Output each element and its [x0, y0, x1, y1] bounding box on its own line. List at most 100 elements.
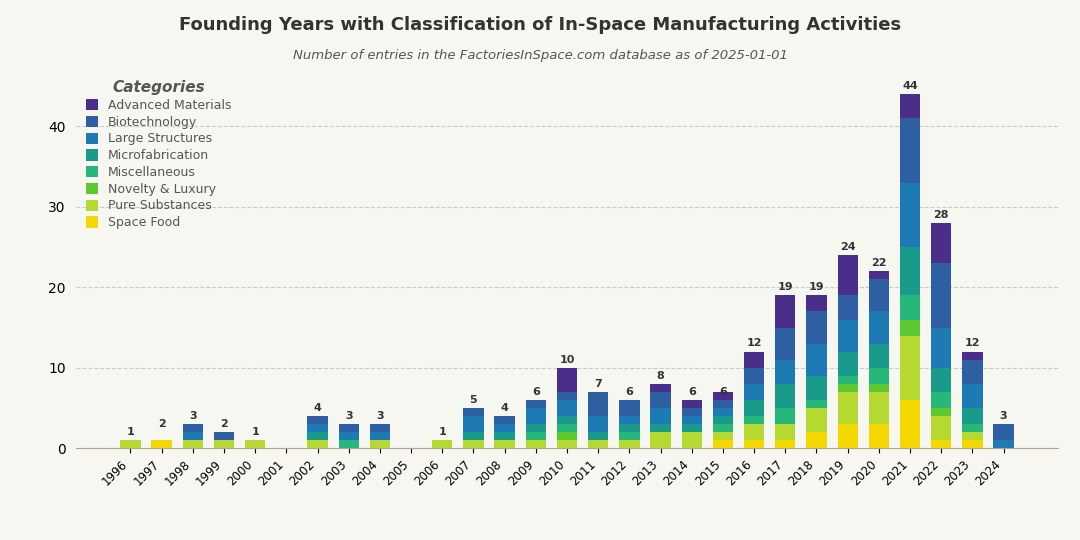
Text: 3: 3 [189, 411, 197, 421]
Bar [495, 416, 515, 424]
Bar [619, 424, 639, 432]
Bar [588, 432, 608, 440]
Bar [868, 384, 889, 392]
Bar [713, 424, 733, 432]
Bar [369, 424, 390, 432]
Bar [744, 424, 765, 440]
Text: 19: 19 [778, 282, 793, 292]
Bar [495, 432, 515, 440]
Bar [931, 223, 951, 263]
Text: 3: 3 [376, 411, 383, 421]
Text: 12: 12 [746, 339, 761, 348]
Text: 2: 2 [220, 419, 228, 429]
Bar [931, 328, 951, 368]
Bar [650, 424, 671, 432]
Bar [463, 440, 484, 448]
Bar [557, 440, 577, 448]
Bar [338, 440, 359, 448]
Bar [557, 368, 577, 392]
Text: Number of entries in the FactoriesInSpace.com database as of 2025-01-01: Number of entries in the FactoriesInSpac… [293, 49, 787, 62]
Bar [837, 392, 858, 424]
Bar [900, 335, 920, 400]
Text: 44: 44 [902, 81, 918, 91]
Bar [650, 408, 671, 424]
Bar [183, 432, 203, 440]
Text: 1: 1 [126, 427, 134, 437]
Bar [962, 440, 983, 448]
Bar [868, 271, 889, 279]
Bar [994, 424, 1014, 440]
Bar [744, 400, 765, 416]
Bar [526, 408, 546, 424]
Bar [463, 416, 484, 432]
Text: Founding Years with Classification of In-Space Manufacturing Activities: Founding Years with Classification of In… [179, 16, 901, 34]
Bar [837, 295, 858, 320]
Bar [495, 440, 515, 448]
Legend: Advanced Materials, Biotechnology, Large Structures, Microfabrication, Miscellan: Advanced Materials, Biotechnology, Large… [82, 77, 235, 233]
Bar [931, 392, 951, 408]
Bar [962, 424, 983, 432]
Bar [619, 400, 639, 416]
Text: 2: 2 [158, 419, 165, 429]
Text: 8: 8 [657, 370, 664, 381]
Bar [526, 432, 546, 440]
Bar [868, 368, 889, 384]
Bar [807, 400, 826, 408]
Bar [432, 440, 453, 448]
Bar [681, 424, 702, 432]
Bar [807, 343, 826, 376]
Text: 3: 3 [345, 411, 352, 421]
Bar [931, 440, 951, 448]
Bar [557, 392, 577, 400]
Bar [588, 392, 608, 416]
Bar [713, 408, 733, 416]
Bar [900, 247, 920, 295]
Bar [713, 416, 733, 424]
Bar [588, 416, 608, 432]
Bar [308, 440, 327, 448]
Bar [807, 408, 826, 432]
Bar [837, 376, 858, 384]
Bar [338, 424, 359, 432]
Bar [588, 440, 608, 448]
Bar [962, 360, 983, 384]
Bar [900, 94, 920, 118]
Bar [837, 255, 858, 295]
Bar [619, 440, 639, 448]
Bar [931, 368, 951, 392]
Bar [807, 295, 826, 312]
Text: 1: 1 [438, 427, 446, 437]
Text: 5: 5 [470, 395, 477, 405]
Bar [994, 440, 1014, 448]
Bar [868, 392, 889, 424]
Text: 4: 4 [313, 403, 322, 413]
Bar [308, 432, 327, 440]
Text: 6: 6 [531, 387, 540, 397]
Bar [151, 440, 172, 448]
Bar [868, 424, 889, 448]
Bar [681, 400, 702, 408]
Text: 1: 1 [252, 427, 259, 437]
Bar [650, 384, 671, 392]
Bar [775, 328, 796, 360]
Bar [807, 312, 826, 343]
Bar [744, 416, 765, 424]
Bar [650, 432, 671, 448]
Bar [931, 416, 951, 440]
Bar [775, 295, 796, 328]
Bar [681, 416, 702, 424]
Text: 10: 10 [559, 355, 575, 365]
Bar [837, 352, 858, 376]
Bar [183, 440, 203, 448]
Bar [681, 432, 702, 448]
Bar [837, 320, 858, 352]
Bar [526, 400, 546, 408]
Bar [900, 295, 920, 320]
Bar [619, 416, 639, 424]
Bar [713, 440, 733, 448]
Text: 6: 6 [719, 387, 727, 397]
Bar [557, 424, 577, 432]
Bar [744, 384, 765, 400]
Bar [900, 320, 920, 335]
Bar [214, 432, 234, 440]
